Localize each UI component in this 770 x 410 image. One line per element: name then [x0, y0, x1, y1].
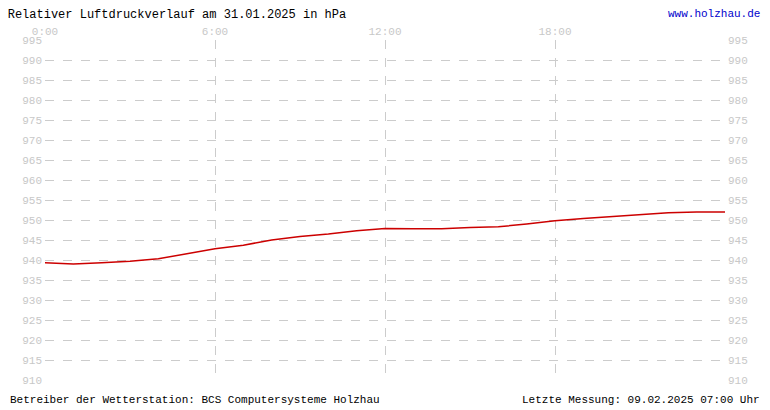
svg-text:960: 960	[728, 175, 748, 187]
svg-text:990: 990	[728, 55, 748, 67]
svg-text:965: 965	[728, 155, 748, 167]
svg-text:945: 945	[22, 235, 42, 247]
svg-text:910: 910	[22, 375, 42, 387]
svg-text:18:00: 18:00	[538, 26, 571, 38]
svg-text:920: 920	[728, 335, 748, 347]
svg-text:915: 915	[22, 355, 42, 367]
svg-text:975: 975	[728, 115, 748, 127]
svg-text:910: 910	[728, 375, 748, 387]
svg-text:940: 940	[22, 255, 42, 267]
svg-text:Letzte Messung: 09.02.2025 07:: Letzte Messung: 09.02.2025 07:00 Uhr	[522, 394, 760, 406]
svg-text:930: 930	[22, 295, 42, 307]
svg-text:945: 945	[728, 235, 748, 247]
svg-text:995: 995	[728, 35, 748, 47]
svg-text:935: 935	[728, 275, 748, 287]
svg-text:920: 920	[22, 335, 42, 347]
svg-text:Relativer Luftdruckverlauf am: Relativer Luftdruckverlauf am 31.01.2025…	[8, 8, 346, 22]
svg-text:985: 985	[728, 75, 748, 87]
svg-text:940: 940	[728, 255, 748, 267]
svg-text:925: 925	[22, 315, 42, 327]
svg-text:965: 965	[22, 155, 42, 167]
svg-text:0:00: 0:00	[32, 26, 58, 38]
svg-text:970: 970	[728, 135, 748, 147]
svg-text:995: 995	[22, 35, 42, 47]
svg-text:980: 980	[22, 95, 42, 107]
svg-text:www.holzhau.de: www.holzhau.de	[668, 8, 760, 20]
svg-text:6:00: 6:00	[202, 26, 228, 38]
svg-text:980: 980	[728, 95, 748, 107]
svg-text:Betreiber der Wetterstation: B: Betreiber der Wetterstation: BCS Compute…	[10, 394, 380, 406]
svg-text:950: 950	[728, 215, 748, 227]
svg-text:955: 955	[22, 195, 42, 207]
svg-text:12:00: 12:00	[368, 26, 401, 38]
svg-text:950: 950	[22, 215, 42, 227]
svg-text:935: 935	[22, 275, 42, 287]
svg-text:975: 975	[22, 115, 42, 127]
svg-text:925: 925	[728, 315, 748, 327]
svg-text:970: 970	[22, 135, 42, 147]
svg-text:985: 985	[22, 75, 42, 87]
svg-text:990: 990	[22, 55, 42, 67]
svg-text:960: 960	[22, 175, 42, 187]
svg-text:915: 915	[728, 355, 748, 367]
svg-text:930: 930	[728, 295, 748, 307]
svg-text:955: 955	[728, 195, 748, 207]
